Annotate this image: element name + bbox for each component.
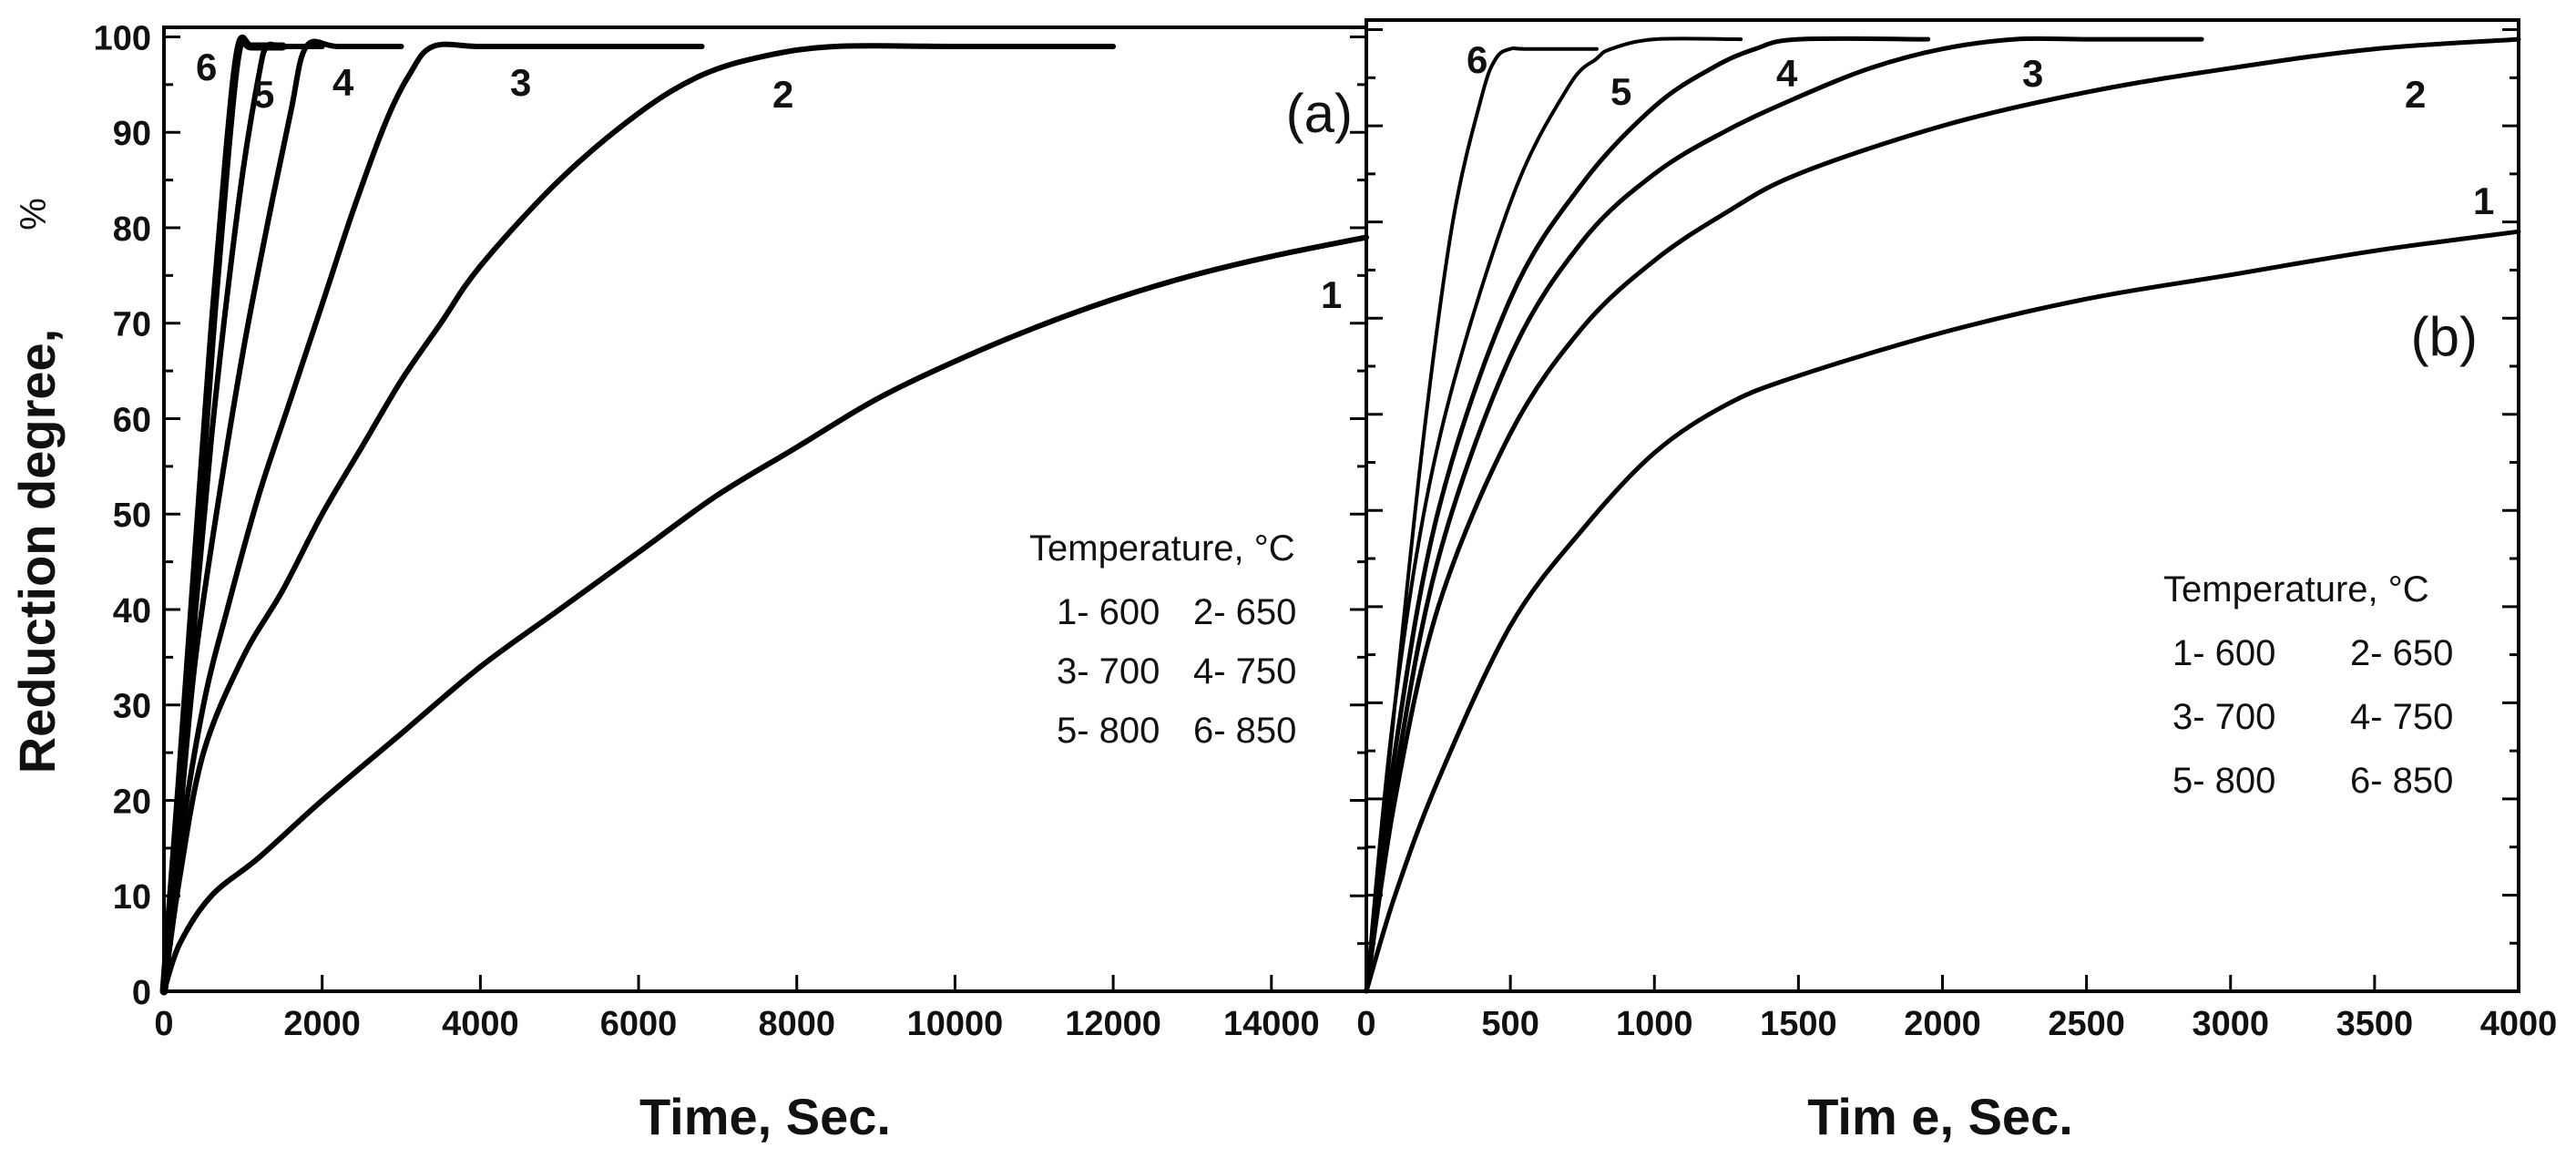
panel-a-legend-entry-3: 3- 700: [1057, 651, 1160, 692]
panel-a-y-tick-label: 60: [113, 401, 151, 439]
panel-b-series-6-line: [1365, 46, 1599, 993]
panel-b-legend-title: Temperature, °C: [2163, 569, 2429, 610]
panel-b-series-3-line: [1364, 36, 2204, 994]
panel-a-legend-entry-2: 2- 650: [1193, 592, 1296, 632]
panel-b-frame: [1365, 18, 2520, 993]
panel-a-legend-title: Temperature, °C: [1029, 528, 1295, 569]
panel-a-x-tick-label: 10000: [907, 1005, 1004, 1043]
panel-a-y-tick-label: 50: [113, 497, 151, 535]
panel-a-curve-labels: 1 2 3 4 5 6: [196, 46, 1342, 316]
panel-a-curve-label-3: 3: [510, 61, 531, 104]
panel-a-curve-label-1: 1: [1321, 273, 1342, 316]
panel-a-legend-entry-6: 6- 850: [1193, 711, 1296, 751]
panel-b-x-tick-label: 2500: [2048, 1005, 2125, 1043]
panel-a-y-tick-label: 100: [94, 19, 151, 57]
panel-a-curve-label-5: 5: [253, 73, 274, 116]
panel-b-series-1-line: [1364, 229, 2521, 994]
panel-a-x-tick-label: 8000: [758, 1005, 835, 1043]
panel-a-legend-entry-5: 5- 800: [1057, 711, 1160, 751]
panel-b-x-tick-label: 0: [1356, 1005, 1375, 1043]
panel-a-y-tick-label: 90: [113, 115, 151, 153]
panel-b-legend-entry-6: 6- 850: [2350, 761, 2453, 801]
panel-b-x-tick-label: 1000: [1616, 1005, 1693, 1043]
panel-b-legend: Temperature, °C 1- 600 2- 650 3- 700 4- …: [2163, 569, 2453, 801]
panel-b-series-2-line: [1364, 36, 2521, 994]
panel-a-y-tick-label: 20: [113, 783, 151, 821]
panel-b-series-4-line: [1364, 36, 1931, 994]
panel-a-y-tick-label: 70: [113, 306, 151, 344]
panel-a-x-tick-label: 0: [154, 1005, 173, 1043]
panel-b-legend-entry-5: 5- 800: [2172, 761, 2275, 801]
panel-b-legend-entry-3: 3- 700: [2172, 697, 2275, 737]
panel-a-series-1-line: [161, 234, 1369, 994]
panel-b-curve-label-4: 4: [1776, 52, 1798, 95]
y-axis-title-group: Reduction degree, %: [8, 198, 66, 774]
panel-b-legend-entry-4: 4- 750: [2350, 697, 2453, 737]
panel-a-y-tick-label: 80: [113, 210, 151, 249]
panel-b-x-tick-label: 500: [1481, 1005, 1538, 1043]
panel-a-x-tick-label: 14000: [1223, 1005, 1320, 1043]
panel-a-x-axis-title: Time, Sec.: [639, 1088, 891, 1145]
panel-a-series-6-line: [159, 35, 287, 996]
panel-a-y-tick-label: 40: [113, 592, 151, 630]
panel-a-legend: Temperature, °C 1- 600 2- 650 3- 700 4- …: [1029, 528, 1296, 751]
panel-a-legend-entry-1: 1- 600: [1057, 592, 1160, 632]
panel-b-curve-label-3: 3: [2022, 52, 2043, 95]
panel-a-y-tick-label: 0: [132, 974, 151, 1012]
panel-a-y-tick-label: 30: [113, 688, 151, 726]
panel-b-curve-labels: 1 2 3 4 5 6: [1467, 38, 2494, 222]
panel-b-label: (b): [2411, 306, 2478, 367]
panel-a-curve-label-6: 6: [196, 46, 217, 88]
panel-b-curve-label-6: 6: [1467, 38, 1487, 81]
panel-b-curves: [1364, 36, 2521, 994]
panel-b-x-tick-label: 1500: [1760, 1005, 1837, 1043]
panel-a: 0 2000 4000 6000 8000 10000 12000 14000 0 10 20 30 4…: [94, 19, 1369, 1145]
panel-b-curve-label-1: 1: [2473, 179, 2494, 222]
panel-a-x-tick-label: 12000: [1065, 1005, 1161, 1043]
panel-b-legend-entry-2: 2- 650: [2350, 633, 2453, 673]
y-axis-title: Reduction degree,: [8, 329, 66, 774]
panel-a-y-tick-label: 10: [113, 878, 151, 917]
panel-a-curve-label-4: 4: [332, 61, 354, 104]
panel-a-curve-label-2: 2: [772, 73, 793, 116]
panel-b-x-tick-label: 3000: [2192, 1005, 2269, 1043]
y-axis-unit: %: [14, 198, 54, 231]
panel-b-curve-label-2: 2: [2405, 73, 2426, 116]
panel-a-ticks: 0 2000 4000 6000 8000 10000 12000 14000 0 10 20 30 4…: [94, 19, 1366, 1043]
panel-b-x-axis-title: Tim e, Sec.: [1807, 1088, 2073, 1145]
panel-b: 0 500 1000 1500 2000 2500 3000 3500 4000 Tim e, …: [1356, 18, 2558, 1145]
panel-b-x-tick-label: 3500: [2336, 1005, 2414, 1043]
panel-a-series-3-line: [161, 41, 705, 994]
panel-a-x-tick-label: 2000: [283, 1005, 361, 1043]
panel-a-x-tick-label: 6000: [600, 1005, 678, 1043]
panel-b-curve-label-5: 5: [1610, 70, 1631, 113]
panel-a-curves: [159, 35, 1369, 996]
panel-b-ticks: 0 500 1000 1500 2000 2500 3000 3500 4000: [1356, 28, 2558, 1043]
panel-b-x-tick-label: 2000: [1904, 1005, 1981, 1043]
panel-b-x-tick-label: 4000: [2480, 1005, 2558, 1043]
panel-a-legend-entry-4: 4- 750: [1193, 651, 1296, 692]
panel-a-label: (a): [1286, 83, 1353, 144]
panel-b-legend-entry-1: 1- 600: [2172, 633, 2275, 673]
panel-a-series-2-line: [161, 43, 1117, 994]
panel-a-x-tick-label: 4000: [442, 1005, 519, 1043]
